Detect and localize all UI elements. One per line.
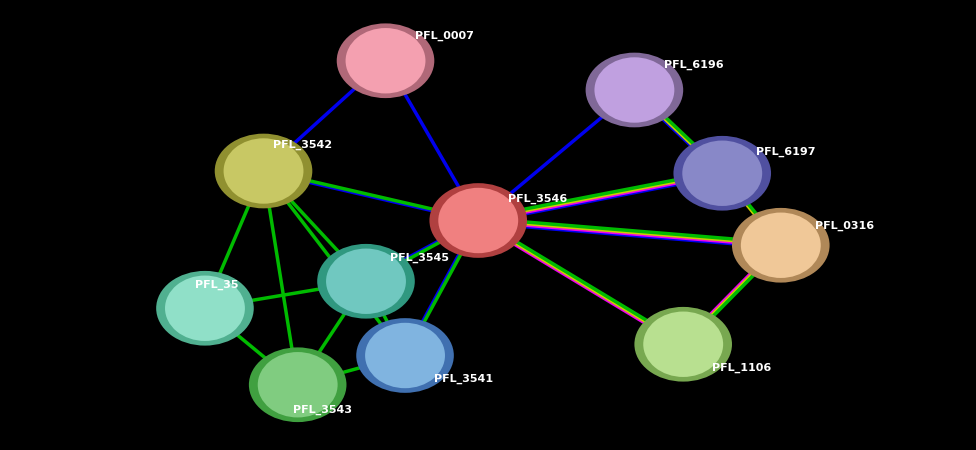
Ellipse shape [317, 244, 415, 319]
Ellipse shape [345, 27, 427, 94]
Text: PFL_6197: PFL_6197 [756, 147, 816, 157]
Text: PFL_1106: PFL_1106 [712, 363, 772, 373]
Ellipse shape [673, 136, 771, 211]
Ellipse shape [681, 140, 763, 207]
Ellipse shape [337, 23, 434, 98]
Text: PFL_0007: PFL_0007 [415, 31, 473, 41]
Ellipse shape [732, 208, 830, 283]
Ellipse shape [223, 137, 305, 205]
Text: PFL_3541: PFL_3541 [434, 374, 494, 384]
Ellipse shape [586, 53, 683, 127]
Ellipse shape [437, 187, 519, 254]
Text: PFL_0316: PFL_0316 [815, 221, 874, 231]
Ellipse shape [593, 56, 675, 124]
Text: PFL_3546: PFL_3546 [508, 194, 567, 204]
Text: PFL_3543: PFL_3543 [293, 405, 351, 414]
Text: PFL_3545: PFL_3545 [390, 253, 449, 263]
Text: PFL_6196: PFL_6196 [664, 60, 723, 70]
Ellipse shape [156, 271, 254, 346]
Ellipse shape [257, 351, 339, 418]
Ellipse shape [429, 183, 527, 258]
Text: PFL_35: PFL_35 [195, 280, 239, 290]
Ellipse shape [249, 347, 346, 422]
Ellipse shape [164, 274, 246, 342]
Ellipse shape [215, 134, 312, 208]
Ellipse shape [634, 307, 732, 382]
Ellipse shape [364, 322, 446, 389]
Ellipse shape [325, 248, 407, 315]
Ellipse shape [642, 310, 724, 378]
Ellipse shape [356, 318, 454, 393]
Text: PFL_3542: PFL_3542 [273, 140, 333, 150]
Ellipse shape [740, 212, 822, 279]
